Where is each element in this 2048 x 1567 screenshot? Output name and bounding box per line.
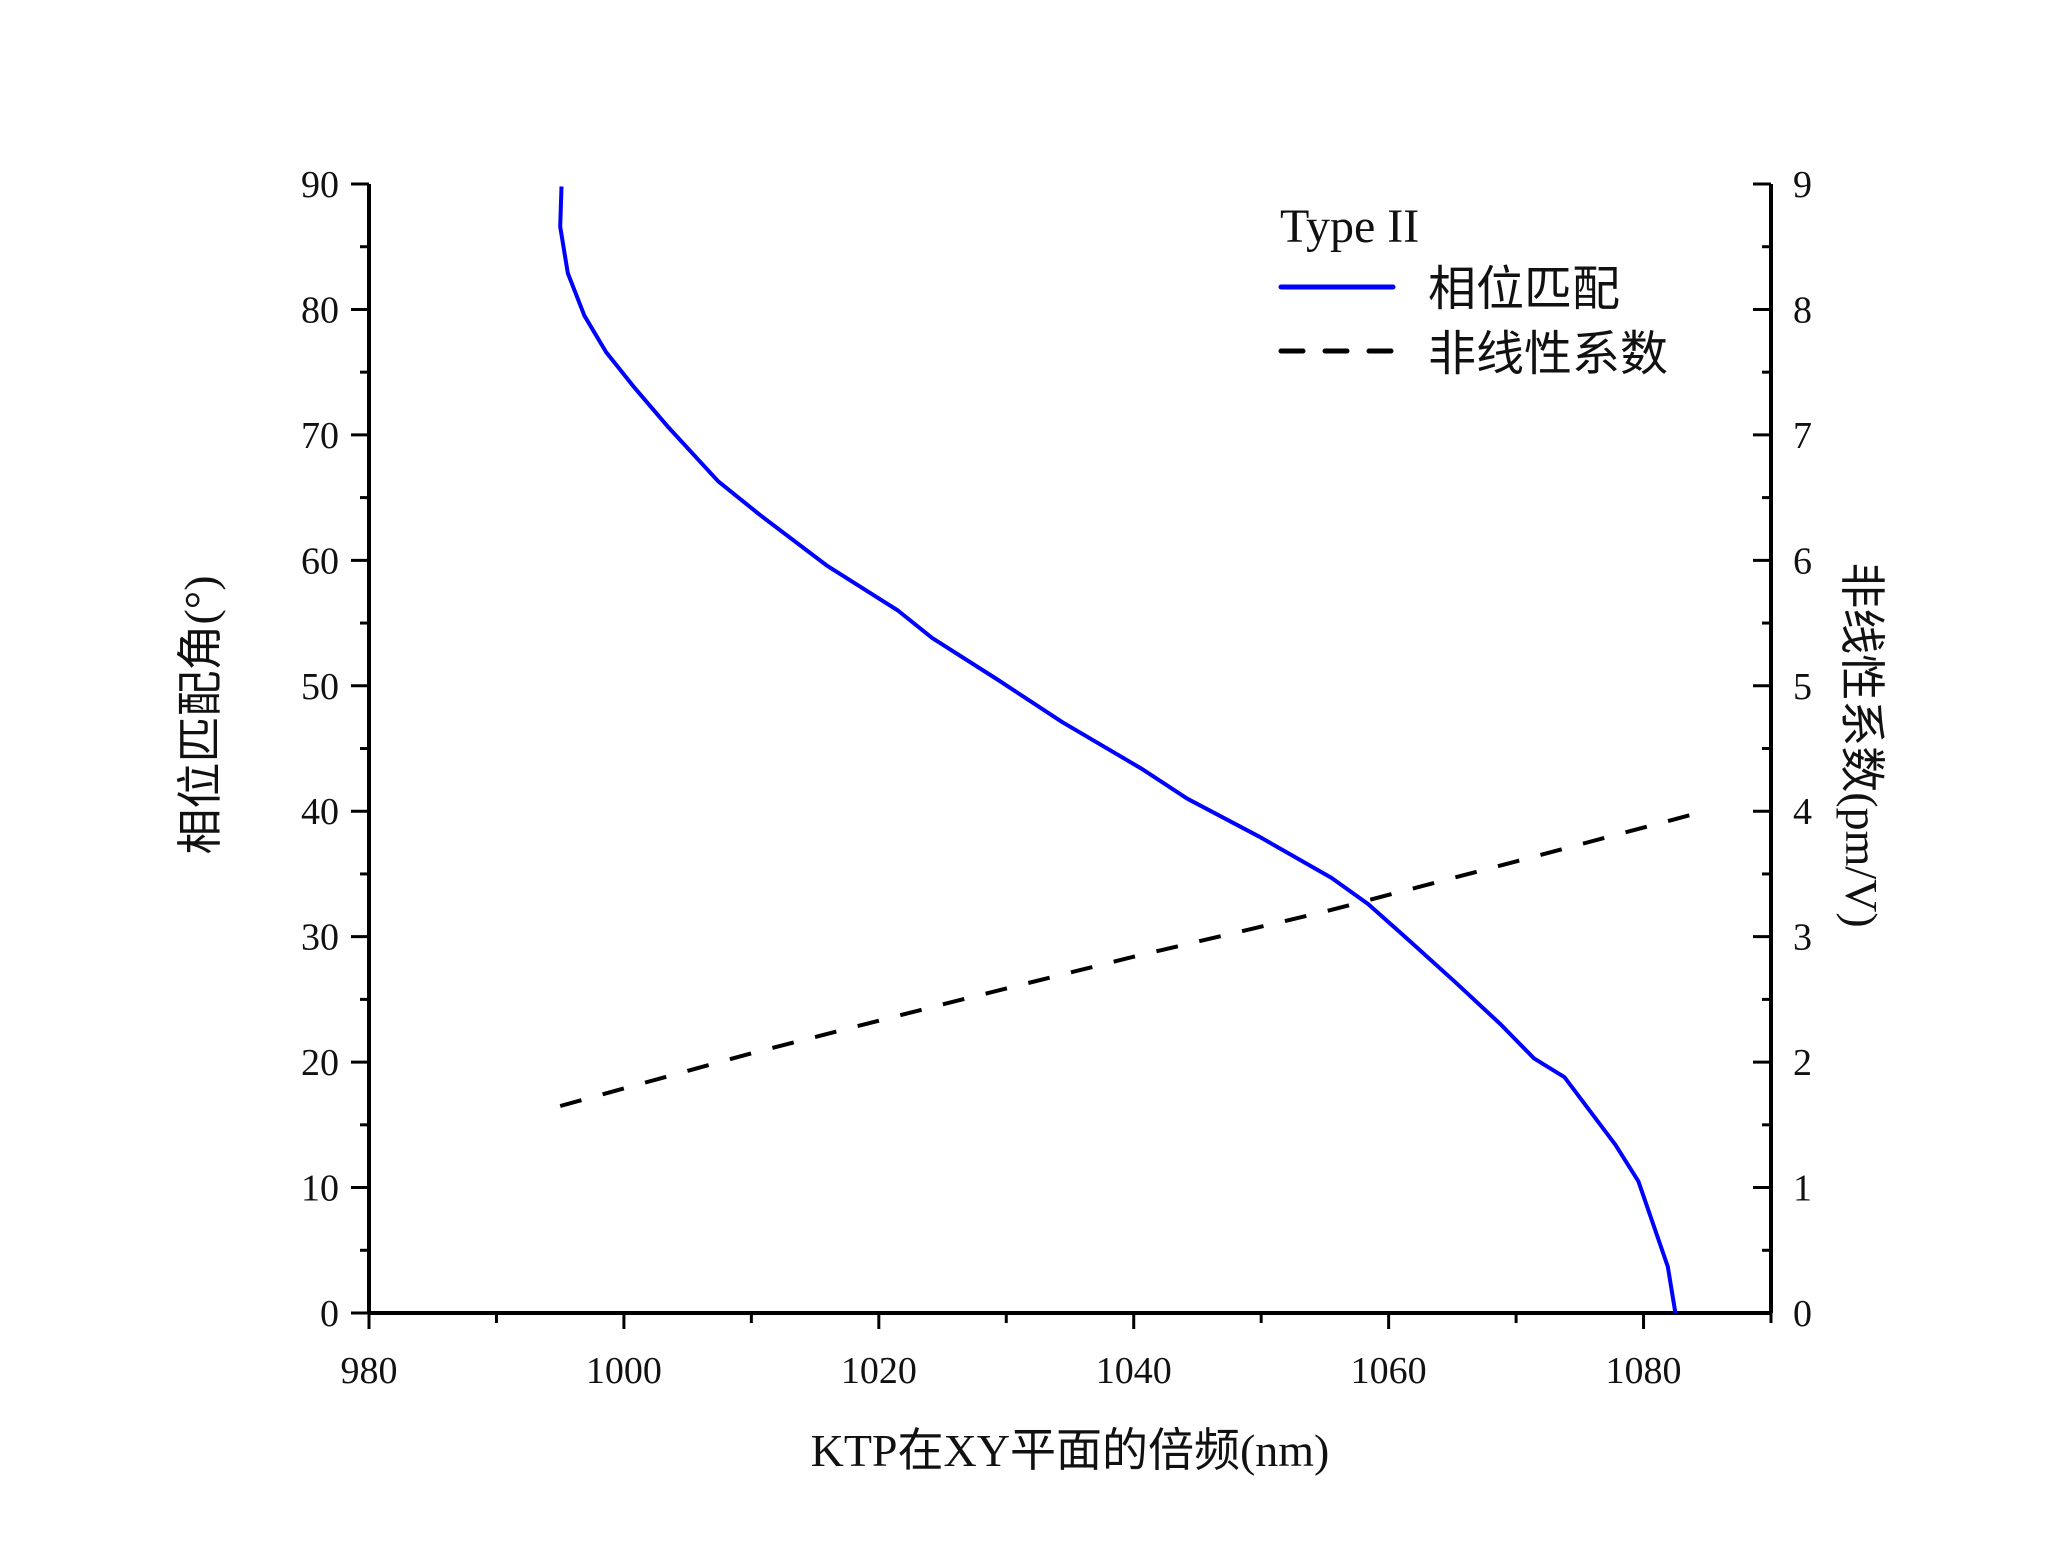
legend-label-nonlinear-coefficient: 非线性系数	[1428, 328, 1668, 381]
y-tick-label: 10	[301, 1168, 339, 1210]
y2-tick-label: 1	[1793, 1168, 1812, 1210]
y-tick-label: 60	[301, 540, 339, 582]
y-tick-label: 40	[301, 791, 339, 833]
y-tick-label: 50	[301, 666, 339, 708]
y-tick-label: 30	[301, 917, 339, 959]
legend-title: Type II	[1280, 200, 1419, 253]
series-line-0	[558, 186, 1678, 1314]
y-tick-label: 70	[301, 415, 339, 457]
y-tick-label: 20	[301, 1042, 339, 1084]
x-tick-label: 1060	[1351, 1350, 1427, 1392]
y-axis-label: 相位匹配角(°)	[175, 575, 226, 854]
x-axis-label: KTP在XY平面的倍频(nm)	[811, 1425, 1330, 1476]
legend: Type II 相位匹配 非线性系数	[1278, 200, 1668, 381]
x-tick-label: 1080	[1606, 1350, 1682, 1392]
y2-tick-label: 9	[1793, 164, 1812, 206]
y2-tick-label: 5	[1793, 666, 1812, 708]
plot-area	[558, 186, 1692, 1314]
y2-tick-label: 0	[1793, 1293, 1812, 1335]
y2-axis-label: 非线性系数(pm/V)	[1836, 562, 1887, 927]
y-tick-label: 0	[320, 1293, 339, 1335]
x-tick-label: 980	[341, 1350, 398, 1392]
y2-tick-label: 2	[1793, 1042, 1812, 1084]
legend-label-phase-matching: 相位匹配	[1428, 263, 1620, 316]
y2-tick-label: 3	[1793, 917, 1812, 959]
x-tick-label: 1040	[1096, 1350, 1172, 1392]
y2-tick-label: 8	[1793, 289, 1812, 331]
axes: 980 1000 1020 1040 1060 108001020304050607080…	[301, 164, 1812, 1392]
y2-tick-label: 6	[1793, 540, 1812, 582]
series-line-1	[559, 813, 1692, 1108]
y-tick-label: 90	[301, 164, 339, 206]
y-tick-label: 80	[301, 289, 339, 331]
x-tick-label: 1020	[841, 1350, 917, 1392]
x-tick-label: 1000	[586, 1350, 662, 1392]
y2-tick-label: 4	[1793, 791, 1812, 833]
y2-tick-label: 7	[1793, 415, 1812, 457]
